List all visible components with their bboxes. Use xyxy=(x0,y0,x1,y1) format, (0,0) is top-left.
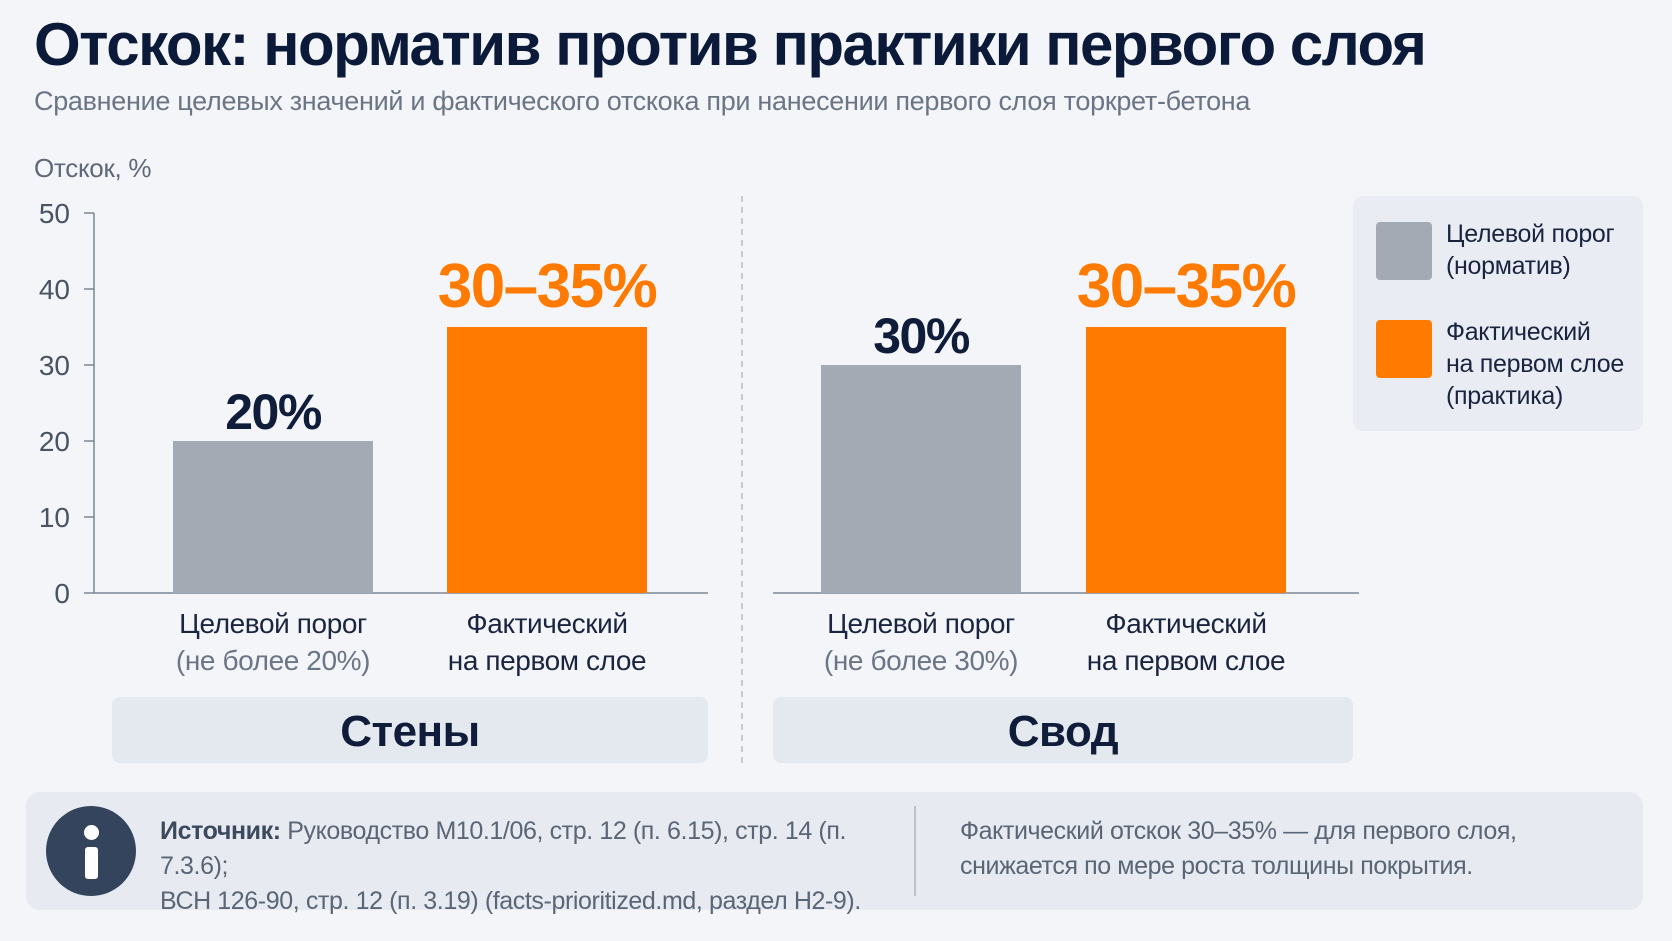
legend-label-actual-line: Фактический xyxy=(1446,318,1591,346)
legend-label-target-line: Целевой порог xyxy=(1446,220,1615,248)
category-label: Целевой порог xyxy=(179,608,367,639)
category-sublabel: (не более 20%) xyxy=(176,645,370,676)
legend-swatch-target xyxy=(1376,222,1432,280)
legend-label-actual-line: на первом слое xyxy=(1446,350,1625,378)
bar xyxy=(173,441,373,593)
source-line-2: ВСН 126-90, стр. 12 (п. 3.19) (facts-pri… xyxy=(160,887,861,915)
legend: Целевой порог (норматив) Фактический на … xyxy=(1353,196,1643,431)
y-tick-label: 50 xyxy=(39,198,70,229)
footer-info-panel: Источник: Руководство М10.1/06, стр. 12 … xyxy=(26,792,1643,915)
y-tick-label: 40 xyxy=(39,274,70,305)
bar xyxy=(821,365,1021,593)
legend-label-actual-line: (практика) xyxy=(1446,382,1564,410)
category-sublabel: на первом слое xyxy=(1087,645,1285,676)
info-icon xyxy=(46,806,136,896)
source-label: Источник: xyxy=(160,817,281,845)
page-title: Отскок: норматив против практики первого… xyxy=(34,11,1427,78)
bar-value-label: 20% xyxy=(225,384,322,440)
bar-value-label: 30–35% xyxy=(1077,252,1296,321)
note-line-1: Фактический отскок 30–35% — для первого … xyxy=(960,817,1517,845)
y-tick-label: 10 xyxy=(39,502,70,533)
bar xyxy=(1086,327,1286,593)
category-label: Фактический xyxy=(1105,608,1266,639)
source-text: Источник: Руководство М10.1/06, стр. 12 … xyxy=(160,814,900,919)
footer-note: Фактический отскок 30–35% — для первого … xyxy=(960,814,1620,884)
bar-value-label: 30–35% xyxy=(438,252,657,321)
y-tick-label: 30 xyxy=(39,350,70,381)
category-sublabel: (не более 30%) xyxy=(824,645,1018,676)
bar-value-label: 30% xyxy=(873,308,970,364)
group-panel xyxy=(112,697,708,763)
legend-label-actual: Фактический на первом слое (практика) xyxy=(1446,316,1636,412)
category-label: Целевой порог xyxy=(827,608,1015,639)
y-tick-label: 0 xyxy=(54,578,70,609)
page-subtitle: Сравнение целевых значений и фактическог… xyxy=(34,86,1251,116)
legend-label-target-line: (норматив) xyxy=(1446,252,1571,280)
footer-divider xyxy=(914,806,916,896)
y-axis-label: Отскок, % xyxy=(34,153,151,183)
group-label: Свод xyxy=(1008,707,1119,756)
category-sublabel: на первом слое xyxy=(448,645,646,676)
y-tick-label: 20 xyxy=(39,426,70,457)
legend-swatch-actual xyxy=(1376,320,1432,378)
note-line-2: снижается по мере роста толщины покрытия… xyxy=(960,852,1473,880)
source-line-1: Руководство М10.1/06, стр. 12 (п. 6.15),… xyxy=(160,817,847,880)
group-label: Стены xyxy=(340,707,479,756)
group-panel xyxy=(773,697,1353,763)
bar xyxy=(447,327,647,593)
legend-label-target: Целевой порог (норматив) xyxy=(1446,218,1636,282)
category-label: Фактический xyxy=(466,608,627,639)
